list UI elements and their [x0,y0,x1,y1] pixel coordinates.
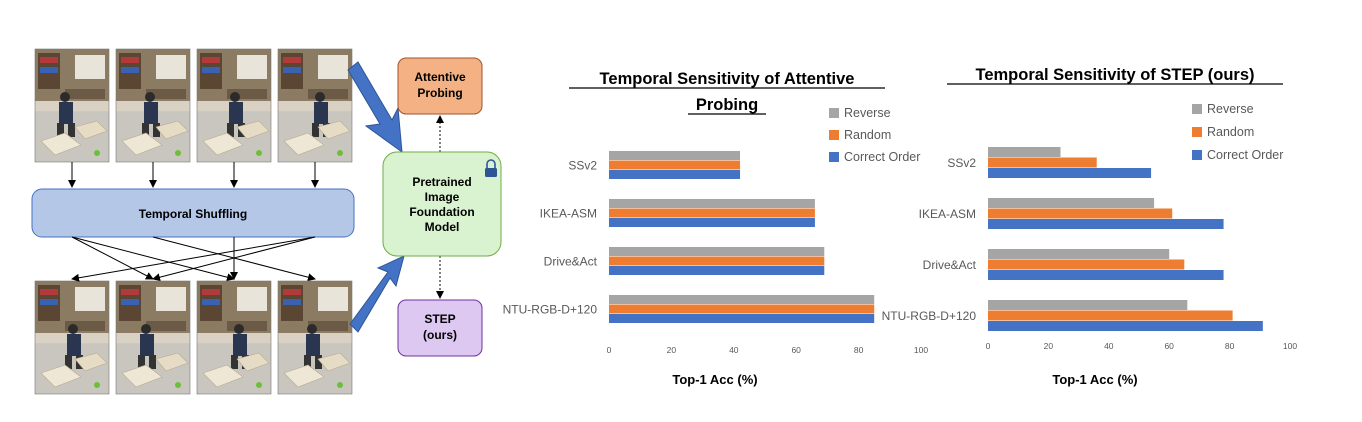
category-label: SSv2 [568,158,597,172]
bar-correct-order [609,218,815,227]
chart-title: Temporal Sensitivity of Attentive [600,70,855,88]
video-frames-top [34,48,353,163]
x-tick-label: 0 [607,345,612,355]
x-axis-label: Top-1 Acc (%) [672,372,757,387]
model-label-line3: Foundation [409,205,474,219]
category-label: IKEA-ASM [919,207,976,221]
x-tick-label: 20 [667,345,677,355]
x-tick-label: 100 [1283,341,1297,351]
video-frame-thumbnail [34,48,110,163]
video-frame-thumbnail [277,48,353,163]
foundation-model-box [382,151,502,257]
model-label-line1: Pretrained [412,175,471,189]
shuffle-arrow [71,236,235,282]
block-arrow-to-model [349,255,405,333]
legend-swatch [829,108,839,118]
category-label: SSv2 [947,156,976,170]
bar-correct-order [988,219,1224,229]
bar-correct-order [988,270,1224,280]
chart-title: Temporal Sensitivity of STEP (ours) [975,66,1254,84]
bar-reverse [988,198,1155,208]
bar-random [988,310,1233,321]
bar-correct-order [609,170,741,179]
bar-reverse [988,249,1170,259]
pipeline-diagram: Temporal Shuffling Attentive Probing Pre… [31,48,502,395]
model-label-line2: Image [425,190,460,204]
bar-correct-order [988,321,1263,331]
video-frame-thumbnail [196,280,272,395]
attentive-probing-label-line2: Probing [417,86,462,100]
legend-label: Reverse [1207,102,1254,116]
bar-random [988,157,1097,168]
video-frames-bottom [34,280,353,395]
x-tick-label: 60 [1164,341,1174,351]
step-label-line2: (ours) [423,328,457,342]
bar-random [988,259,1185,270]
bar-reverse [988,300,1188,310]
shuffle-arrow [71,236,316,282]
legend-swatch [1192,104,1202,114]
legend-swatch [829,152,839,162]
temporal-shuffling-box [31,188,355,238]
legend-label: Random [1207,125,1254,139]
shuffle-to-frame-arrows [71,236,316,282]
lock-icon [485,159,497,177]
bar-reverse [988,147,1061,157]
bar-random [609,160,741,170]
bar-random [609,208,815,218]
bar-random [609,256,825,266]
legend-swatch [1192,127,1202,137]
step-box [397,299,483,357]
legend-label: Correct Order [1207,148,1283,162]
x-axis-label: Top-1 Acc (%) [1052,372,1137,387]
bar-random [609,304,875,314]
category-label: IKEA-ASM [540,206,597,220]
x-tick-label: 80 [1225,341,1235,351]
legend-swatch [829,130,839,140]
video-frame-thumbnail [196,48,272,163]
category-label: NTU-RGB-D+120 [503,302,598,316]
x-tick-label: 40 [1104,341,1114,351]
block-arrow-to-model [347,61,403,154]
video-frame-thumbnail [115,48,191,163]
chart-step: Temporal Sensitivity of STEP (ours) SSv2 I… [882,66,1298,387]
bar-reverse [609,151,741,160]
bar-correct-order [609,314,875,323]
step-label-line1: STEP [424,312,455,326]
temporal-shuffling-label: Temporal Shuffling [139,207,247,221]
bar-reverse [609,247,825,256]
video-frame-thumbnail [34,280,110,395]
category-label: NTU-RGB-D+120 [882,309,977,323]
attentive-probing-label-line1: Attentive [414,70,466,84]
model-label-line4: Model [425,220,460,234]
bar-correct-order [988,168,1152,178]
bar-random [988,208,1173,219]
x-tick-label: 80 [854,345,864,355]
x-tick-label: 100 [914,345,928,355]
category-label: Drive&Act [923,258,977,272]
attentive-probing-box [397,57,483,115]
frame-to-shuffle-arrows [68,162,319,188]
chart-title: Probing [696,96,758,114]
shuffle-arrow [71,236,154,280]
x-tick-label: 60 [791,345,801,355]
x-tick-label: 40 [729,345,739,355]
legend-swatch [1192,150,1202,160]
video-frame-thumbnail [115,280,191,395]
shuffle-arrow [152,236,316,282]
legend-label: Random [844,128,891,142]
video-frame-thumbnail [277,280,353,395]
category-label: Drive&Act [544,254,598,268]
legend-label: Reverse [844,106,891,120]
x-tick-label: 20 [1044,341,1054,351]
chart-attentive-probing: Temporal Sensitivity of Attentive Probing… [503,70,929,387]
bar-reverse [609,199,815,208]
x-tick-label: 0 [986,341,991,351]
bar-reverse [609,295,875,304]
bar-correct-order [609,266,825,275]
legend-label: Correct Order [844,150,920,164]
